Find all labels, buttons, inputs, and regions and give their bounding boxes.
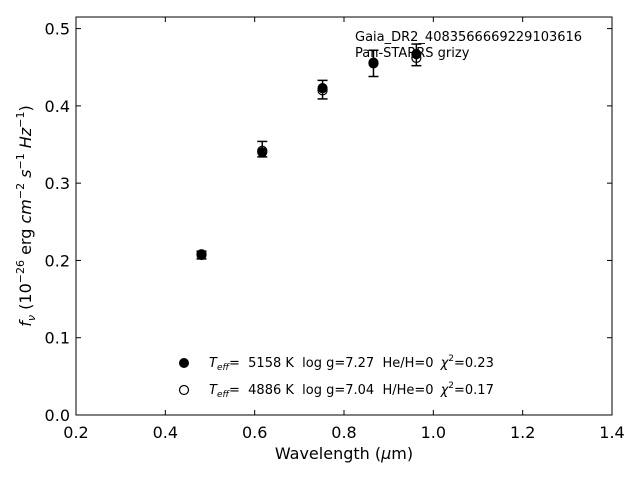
x-tick-label: 0.6	[242, 423, 267, 442]
x-tick-label: 0.2	[63, 423, 88, 442]
x-tick-label: 1.2	[510, 423, 535, 442]
x-axis-label: Wavelength (μm)	[275, 444, 413, 463]
legend-entry-2: Teff= 4886 K log g=7.04 H/He=0 χ2=0.17	[209, 381, 494, 400]
model-point-open	[196, 249, 207, 261]
y-axis-label: fν (10−26 erg cm−2 s−1 Hz−1)	[14, 105, 38, 326]
annotation-survey: Pan-STARRS grizy	[355, 46, 470, 61]
model-point-open	[317, 85, 328, 96]
annotation-source-id: Gaia_DR2_4083566669229103616	[355, 30, 582, 45]
x-tick-label: 1.4	[599, 423, 624, 442]
x-tick-label: 0.8	[331, 423, 356, 442]
y-tick-label: 0.0	[45, 406, 70, 425]
x-tick-label: 1.0	[421, 423, 446, 442]
y-tick-label: 0.3	[45, 174, 70, 193]
legend-marker-filled	[179, 358, 189, 368]
y-tick-label: 0.4	[45, 97, 70, 116]
y-tick-label: 0.5	[45, 20, 70, 39]
y-axis-ticks: 0.0 0.1 0.2 0.3 0.4 0.5	[45, 20, 612, 425]
x-tick-label: 0.4	[153, 423, 178, 442]
legend-entry-1: Teff= 5158 K log g=7.27 He/H=0 χ2=0.23	[209, 354, 494, 373]
model-point-open	[368, 57, 379, 68]
y-tick-label: 0.2	[45, 251, 70, 270]
model-point-open	[411, 52, 422, 64]
y-tick-label: 0.1	[45, 329, 70, 348]
data-points	[196, 48, 422, 261]
error-bars	[196, 43, 422, 260]
model-point-open	[257, 145, 268, 156]
legend-marker-open	[178, 384, 190, 396]
legend: Teff= 5158 K log g=7.27 He/H=0 χ2=0.23 Te…	[178, 354, 494, 400]
x-axis-ticks: 0.2 0.4 0.6 0.8 1.0 1.2 1.4	[63, 17, 625, 442]
model-point-filled	[411, 48, 422, 60]
